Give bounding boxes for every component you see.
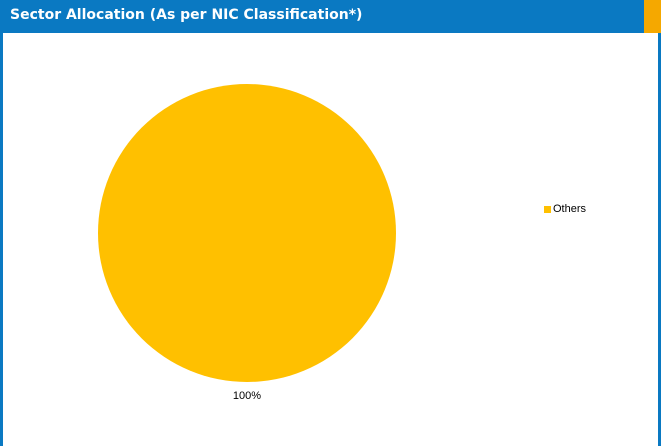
pie-data-label: 100% — [233, 390, 261, 402]
panel-header: Sector Allocation (As per NIC Classifica… — [0, 0, 661, 33]
chart-legend: Others — [544, 203, 586, 215]
legend-label-others: Others — [553, 203, 587, 215]
panel-title: Sector Allocation (As per NIC Classifica… — [10, 7, 363, 23]
pie-slice-others — [98, 84, 396, 382]
legend-swatch-others — [544, 205, 551, 213]
header-accent-block — [644, 0, 661, 33]
pie-data-labels: 100% — [233, 390, 261, 402]
pie-slices — [98, 84, 396, 382]
